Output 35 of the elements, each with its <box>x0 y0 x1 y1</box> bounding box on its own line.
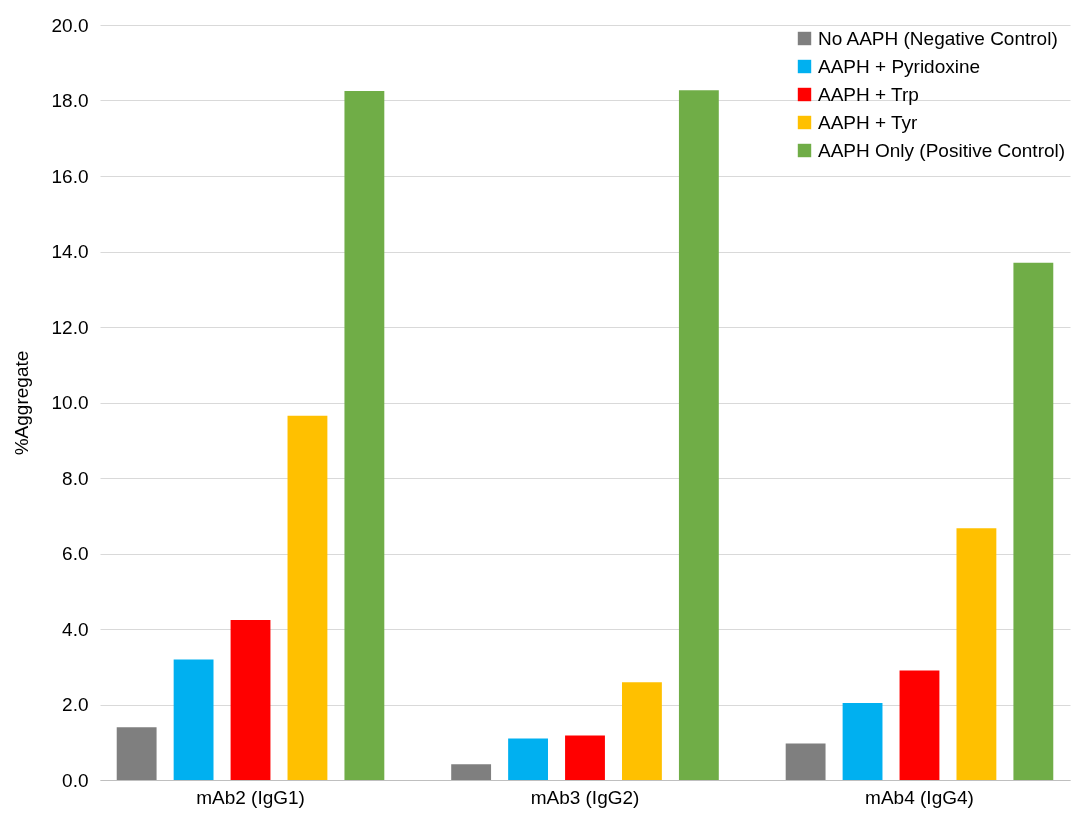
y-tick-label: 2.0 <box>62 694 89 715</box>
x-tick-label: mAb3 (IgG2) <box>530 786 640 808</box>
bar <box>344 91 385 780</box>
y-axis-title: %Aggregate <box>10 350 32 456</box>
bar <box>565 735 605 780</box>
bar <box>622 682 662 780</box>
y-tick-label: 16.0 <box>51 165 89 187</box>
bar <box>451 764 492 780</box>
y-tick-label: 0.0 <box>62 769 89 791</box>
bar <box>116 727 157 780</box>
x-tick-label: mAb2 (IgG1) <box>196 786 305 808</box>
bar <box>287 415 328 780</box>
y-tick-label: 18.0 <box>51 90 89 111</box>
x-tick-label: mAb4 (IgG4) <box>865 786 974 808</box>
bar <box>899 670 940 780</box>
bar <box>230 619 271 780</box>
bar <box>842 702 883 780</box>
legend-label: No AAPH (Negative Control) <box>818 27 1058 49</box>
y-tick-label: 14.0 <box>51 241 89 262</box>
y-tick-label: 20.0 <box>51 14 89 36</box>
bar <box>956 528 997 780</box>
legend-label: AAPH + Trp <box>818 83 919 105</box>
bar <box>1013 262 1054 780</box>
y-tick-label: 10.0 <box>51 392 89 413</box>
y-tick-label: 12.0 <box>51 316 89 338</box>
legend-label: AAPH Only (Positive Control) <box>818 139 1066 161</box>
y-tick-label: 8.0 <box>62 467 89 489</box>
bar <box>508 738 548 780</box>
legend-label: AAPH + Tyr <box>818 111 919 133</box>
bar <box>678 90 719 780</box>
legend-label: AAPH + Pyridoxine <box>818 55 981 77</box>
bar <box>785 743 826 780</box>
y-tick-label: 6.0 <box>62 543 89 564</box>
bar <box>173 659 214 780</box>
y-tick-label: 4.0 <box>62 618 89 640</box>
